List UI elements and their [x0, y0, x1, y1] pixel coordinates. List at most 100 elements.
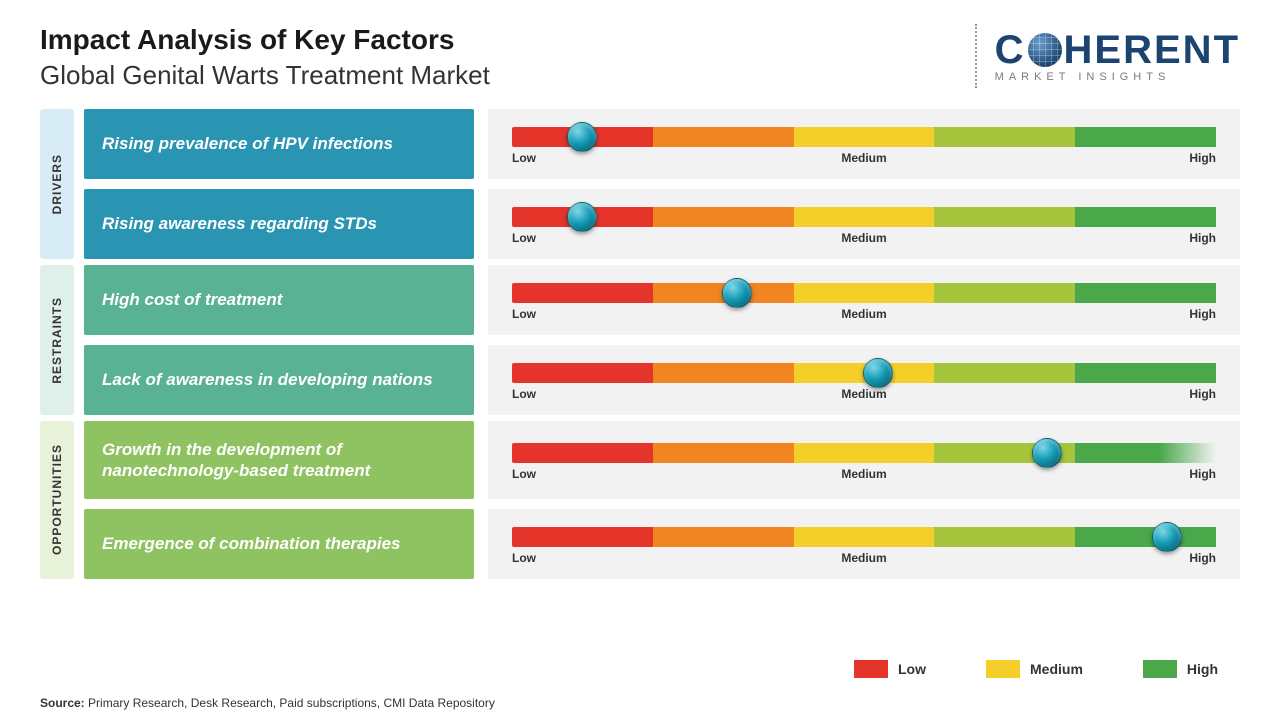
- impact-marker: [1032, 438, 1062, 468]
- axis-label-low: Low: [512, 231, 536, 245]
- axis-label-high: High: [1189, 387, 1216, 401]
- factor-row: Rising awareness regarding STDs Low Medium…: [84, 189, 1240, 259]
- category-tab: DRIVERS: [40, 109, 74, 259]
- factor-row: High cost of treatment Low Medium High: [84, 265, 1240, 335]
- scale-segment: [1075, 363, 1216, 383]
- title-block: Impact Analysis of Key Factors Global Ge…: [40, 24, 490, 91]
- scale-segment: [1075, 527, 1216, 547]
- logo-wordmark: C HERENT: [995, 30, 1240, 70]
- logo-letter-c: C: [995, 30, 1026, 70]
- scale-segment: [1075, 207, 1216, 227]
- factor-row: Rising prevalence of HPV infectionsLowMe…: [84, 109, 1240, 179]
- impact-scale: Low Medium High: [488, 189, 1240, 259]
- category-group: RESTRAINTS High cost of treatment Low Mediu…: [40, 265, 1240, 415]
- brand-logo: C HERENT MARKET INSIGHTS: [975, 24, 1240, 88]
- axis-label-high: High: [1189, 467, 1216, 481]
- category-tab: RESTRAINTS: [40, 265, 74, 415]
- scale-segment: [653, 443, 794, 463]
- legend-swatch: [854, 660, 888, 678]
- impact-marker: [1152, 522, 1182, 552]
- impact-scale: LowMediumHigh: [488, 421, 1240, 499]
- factor-label: High cost of treatment: [84, 265, 474, 335]
- legend-label: Medium: [1030, 661, 1083, 677]
- factor-row: Lack of awareness in developing nations L…: [84, 345, 1240, 415]
- axis-label-low: Low: [512, 307, 536, 321]
- scale-axis-labels: Low Medium High: [512, 307, 1216, 321]
- logo-rest: HERENT: [1064, 30, 1240, 70]
- scale-segment: [934, 207, 1075, 227]
- impact-scale: Low Medium High: [488, 265, 1240, 335]
- page-title: Impact Analysis of Key Factors: [40, 24, 490, 56]
- legend-label: High: [1187, 661, 1218, 677]
- legend-label: Low: [898, 661, 926, 677]
- scale-bar: [512, 363, 1216, 383]
- axis-label-high: High: [1189, 551, 1216, 565]
- scale-segment: [1075, 283, 1216, 303]
- scale-axis-labels: Low Medium High: [512, 151, 1216, 165]
- scale-axis-labels: LowMediumHigh: [512, 387, 1216, 401]
- globe-icon: [1028, 33, 1062, 67]
- legend-item: Medium: [986, 660, 1083, 678]
- scale-segment: [512, 527, 653, 547]
- scale-bar: [512, 207, 1216, 227]
- impact-marker: [722, 278, 752, 308]
- scale-segment: [512, 283, 653, 303]
- axis-label-medium: Medium: [841, 231, 886, 245]
- category-label: DRIVERS: [50, 154, 64, 214]
- scale-segment: [934, 527, 1075, 547]
- impact-marker: [863, 358, 893, 388]
- impact-scale: Low Medium High: [488, 509, 1240, 579]
- axis-label-high: High: [1189, 307, 1216, 321]
- category-group: OPPORTUNITIES Growth in the development o…: [40, 421, 1240, 579]
- logo-subtext: MARKET INSIGHTS: [995, 72, 1240, 83]
- category-rows: High cost of treatmentLowMediumHighLack …: [84, 265, 1240, 415]
- legend-item: Low: [854, 660, 926, 678]
- axis-label-low: Low: [512, 551, 536, 565]
- legend-swatch: [1143, 660, 1177, 678]
- scale-segment: [653, 527, 794, 547]
- axis-label-low: Low: [512, 387, 536, 401]
- legend-item: High: [1143, 660, 1218, 678]
- category-group: DRIVERS Rising prevalence of HPV infectio…: [40, 109, 1240, 259]
- scale-segment: [794, 283, 935, 303]
- source-prefix: Source:: [40, 696, 85, 710]
- axis-label-medium: Medium: [841, 151, 886, 165]
- axis-label-low: Low: [512, 151, 536, 165]
- factor-label: Emergence of combination therapies: [84, 509, 474, 579]
- scale-bar: [512, 443, 1216, 463]
- axis-label-medium: Medium: [841, 307, 886, 321]
- axis-label-high: High: [1189, 231, 1216, 245]
- category-rows: Growth in the development of nanotechnol…: [84, 421, 1240, 579]
- scale-bar: [512, 283, 1216, 303]
- category-label: OPPORTUNITIES: [50, 444, 64, 555]
- scale-axis-labels: Low Medium High: [512, 551, 1216, 565]
- scale-axis-labels: Low Medium High: [512, 231, 1216, 245]
- scale-segment: [653, 363, 794, 383]
- axis-label-medium: Medium: [841, 551, 886, 565]
- scale-axis-labels: LowMediumHigh: [512, 467, 1216, 481]
- scale-segment: [1075, 127, 1216, 147]
- impact-scale: Low Medium High: [488, 109, 1240, 179]
- factor-label: Rising awareness regarding STDs: [84, 189, 474, 259]
- scale-segment: [1075, 443, 1216, 463]
- scale-bar: [512, 127, 1216, 147]
- category-label: RESTRAINTS: [50, 297, 64, 384]
- scale-bar: [512, 527, 1216, 547]
- factor-label: Growth in the development of nanotechnol…: [84, 421, 474, 499]
- impact-marker: [567, 122, 597, 152]
- factors-grid: DRIVERS Rising prevalence of HPV infectio…: [40, 109, 1240, 579]
- scale-segment: [794, 127, 935, 147]
- axis-label-high: High: [1189, 151, 1216, 165]
- scale-segment: [794, 443, 935, 463]
- scale-segment: [934, 127, 1075, 147]
- factor-label: Lack of awareness in developing nations: [84, 345, 474, 415]
- header: Impact Analysis of Key Factors Global Ge…: [40, 24, 1240, 91]
- scale-segment: [934, 363, 1075, 383]
- impact-scale: LowMediumHigh: [488, 345, 1240, 415]
- category-tab: OPPORTUNITIES: [40, 421, 74, 579]
- page-subtitle: Global Genital Warts Treatment Market: [40, 60, 490, 91]
- source-text: Primary Research, Desk Research, Paid su…: [88, 696, 495, 710]
- impact-marker: [567, 202, 597, 232]
- factor-row: Emergence of combination therapies Low Med…: [84, 509, 1240, 579]
- axis-label-medium: Medium: [841, 467, 886, 481]
